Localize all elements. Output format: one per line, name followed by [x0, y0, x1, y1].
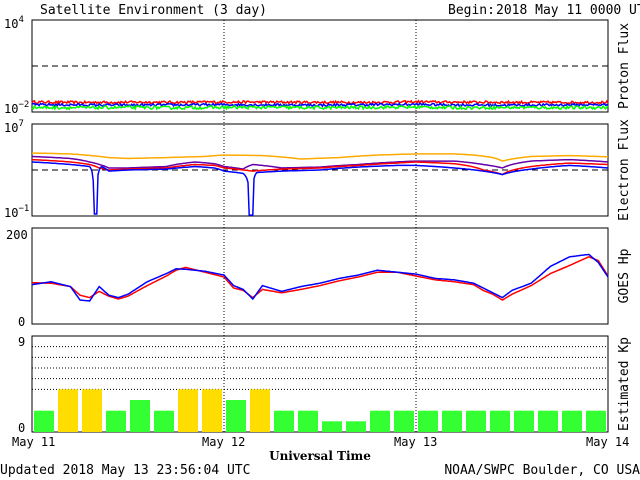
- kp-bar: [130, 400, 150, 432]
- kp-bar: [82, 389, 102, 432]
- hp-ytick-bottom: 0: [18, 315, 25, 329]
- kp-bar: [586, 410, 606, 432]
- series-red-line: [31, 99, 609, 106]
- kp-bar: [418, 410, 438, 432]
- kp-bar: [490, 410, 510, 432]
- xtick-may13: May 13: [394, 435, 437, 449]
- day-gridlines: [223, 20, 417, 432]
- credit-text: NOAA/SWPC Boulder, CO USA: [444, 463, 640, 478]
- xtick-may14: May 14: [586, 435, 629, 449]
- series-red-line: [31, 158, 608, 176]
- x-axis-title: Universal Time: [269, 449, 371, 463]
- kp-bar: [394, 410, 414, 432]
- kp-bar: [442, 410, 462, 432]
- electron-ylabel: Electron Flux: [617, 119, 632, 221]
- kp-bar: [466, 410, 486, 432]
- hp-ylabel: GOES Hp: [617, 248, 632, 303]
- kp-bar: [298, 410, 318, 432]
- xtick-may11: May 11: [12, 435, 55, 449]
- kp-bar: [538, 410, 558, 432]
- proton-ytick-bottom: 10−2: [4, 100, 29, 116]
- kp-bar: [250, 389, 270, 432]
- hp-ytick-top: 200: [6, 228, 28, 242]
- proton-panel-frame: [31, 19, 609, 113]
- kp-bar: [154, 410, 174, 432]
- kp-ytick-top: 9: [18, 335, 25, 349]
- series-blue-line: [32, 161, 609, 216]
- proton-ylabel: Proton Flux: [617, 23, 632, 109]
- series-red-line: [31, 255, 609, 301]
- kp-bar: [226, 400, 246, 432]
- series-green-line: [31, 104, 609, 111]
- kp-bar: [34, 410, 54, 432]
- series-blue-line: [31, 253, 609, 302]
- goes-hp-plot: [31, 253, 609, 302]
- kp-bar: [346, 421, 366, 432]
- kp-bar: [202, 389, 222, 432]
- updated-timestamp: Updated 2018 May 13 23:56:04 UTC: [0, 463, 250, 478]
- electron-flux-plot: [31, 152, 609, 216]
- proton-ytick-top: 104: [4, 15, 24, 31]
- electron-ytick-bottom: 10−1: [4, 204, 29, 220]
- proton-flux-plot: [31, 65, 609, 111]
- kp-bar: [514, 410, 534, 432]
- kp-bar: [562, 410, 582, 432]
- kp-bar: [370, 410, 390, 432]
- hp-panel-frame: [31, 227, 609, 325]
- kp-ylabel: Estimated Kp: [617, 337, 632, 431]
- begin-value: 2018 May 11 0000 UTC: [496, 3, 640, 18]
- chart-title: Satellite Environment (3 day): [40, 3, 267, 18]
- kp-bar: [178, 389, 198, 432]
- series-blue-line: [31, 102, 609, 108]
- begin-label: Begin:: [448, 3, 495, 18]
- series-purple-line: [32, 155, 609, 170]
- xtick-may12: May 12: [202, 435, 245, 449]
- kp-bar: [274, 410, 294, 432]
- kp-bar: [322, 421, 342, 432]
- kp-bar: [58, 389, 78, 432]
- series-orange-line: [32, 152, 608, 162]
- kp-bar: [106, 410, 126, 432]
- kp-ytick-bottom: 0: [18, 421, 25, 435]
- electron-ytick-top: 107: [4, 119, 24, 135]
- estimated-kp-plot: [32, 335, 608, 432]
